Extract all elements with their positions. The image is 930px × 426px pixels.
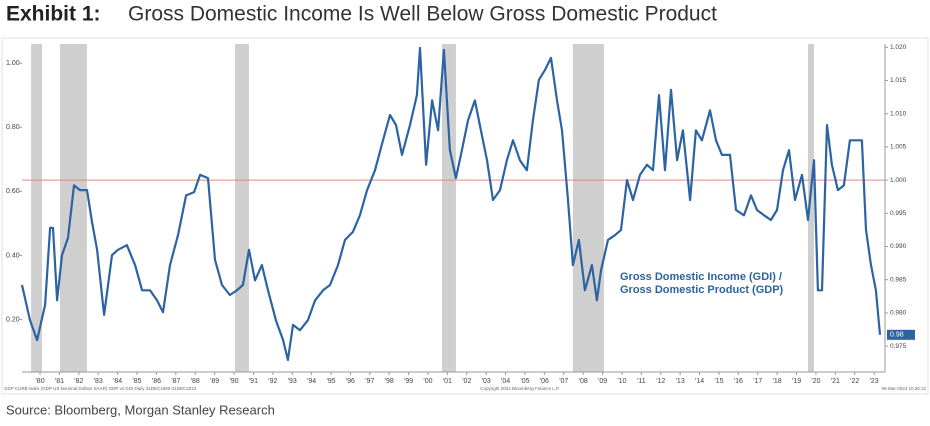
series-label: Gross Domestic Product (GDP) (620, 284, 784, 296)
y2-tick-label: 0.995 (890, 210, 907, 217)
footnote: GDP CUR$ Index (GDP US Nominal Dollars S… (4, 386, 197, 391)
shaded-range (441, 44, 456, 372)
x-tick-label: '87 (171, 378, 180, 385)
x-tick-label: '06 (540, 378, 549, 385)
y-tick-label: 0.80 (6, 124, 20, 131)
x-tick-label: '02 (462, 378, 471, 385)
x-tick-label: '03 (482, 378, 491, 385)
x-tick-label: '97 (365, 378, 374, 385)
source: Source: Bloomberg, Morgan Stanley Resear… (6, 402, 275, 417)
x-tick-label: '99 (404, 378, 413, 385)
x-tick-label: '95 (326, 378, 335, 385)
y2-tick-label: 0.990 (890, 243, 907, 250)
x-tick-label: '04 (501, 378, 510, 385)
footnote: Copyright 2024 Bloomberg Finance L.P. (480, 386, 559, 391)
x-tick-label: '13 (676, 378, 685, 385)
x-tick-label: '16 (734, 378, 743, 385)
y2-tick-label: 1.015 (890, 77, 907, 84)
y-tick-label: 0.20 (6, 316, 20, 323)
x-tick-label: '20 (811, 378, 820, 385)
x-tick-label: '93 (288, 378, 297, 385)
x-tick-label: '14 (695, 378, 704, 385)
x-tick-label: '01 (443, 378, 452, 385)
y-tick-label: 0.60 (6, 188, 20, 195)
x-tick-label: '83 (94, 378, 103, 385)
y2-tick-label: 0.980 (890, 310, 907, 317)
x-tick-label: '10 (617, 378, 626, 385)
x-tick-label: '85 (132, 378, 141, 385)
footnote: 08-Mar-2024 10:26:12 (881, 386, 926, 391)
x-tick-label: '94 (307, 378, 316, 385)
x-tick-label: '91 (249, 378, 258, 385)
x-tick-label: '88 (191, 378, 200, 385)
last-value-label: 0.98 (890, 332, 904, 339)
x-tick-label: '21 (831, 378, 840, 385)
shaded-range (572, 44, 604, 372)
x-tick-label: '84 (113, 378, 122, 385)
y2-tick-label: 0.975 (890, 343, 907, 350)
x-tick-label: '18 (773, 378, 782, 385)
x-tick-label: '98 (385, 378, 394, 385)
shaded-range (807, 44, 815, 372)
x-tick-label: '11 (637, 378, 646, 385)
series-label: Gross Domestic Income (GDI) / (620, 271, 782, 283)
y-tick-label: 1.00 (6, 60, 20, 67)
x-tick-label: '00 (423, 378, 432, 385)
x-tick-label: '05 (520, 378, 529, 385)
x-tick-label: '80 (35, 378, 44, 385)
series-line (20, 46, 882, 362)
y2-tick-label: 0.985 (890, 276, 907, 283)
y2-tick-label: 1.000 (890, 177, 907, 184)
x-tick-label: '89 (210, 378, 219, 385)
y2-tick-label: 1.005 (890, 144, 907, 151)
shaded-range (60, 44, 87, 372)
y2-tick-label: 1.010 (890, 110, 907, 117)
x-tick-label: '12 (656, 378, 665, 385)
x-tick-label: '08 (579, 378, 588, 385)
panel-frame (1, 37, 929, 395)
last-value-box (887, 329, 915, 340)
title-prefix: Exhibit 1: (6, 3, 101, 26)
shaded-range (31, 44, 42, 372)
x-tick-label: '17 (753, 378, 762, 385)
x-tick-label: '96 (346, 378, 355, 385)
x-tick-label: '23 (870, 378, 879, 385)
x-tick-label: '07 (559, 378, 568, 385)
x-tick-label: '86 (152, 378, 161, 385)
x-tick-label: '82 (74, 378, 83, 385)
x-tick-label: '15 (714, 378, 723, 385)
x-tick-label: '81 (55, 378, 64, 385)
y-tick-label: 0.40 (6, 252, 20, 259)
x-tick-label: '90 (229, 378, 238, 385)
shaded-range (234, 44, 249, 372)
y2-tick-label: 1.020 (890, 44, 907, 51)
x-tick-label: '92 (268, 378, 277, 385)
x-tick-label: '19 (792, 378, 801, 385)
x-tick-label: '09 (598, 378, 607, 385)
chart-title: Gross Domestic Income Is Well Below Gros… (128, 3, 717, 26)
x-tick-label: '22 (850, 378, 859, 385)
